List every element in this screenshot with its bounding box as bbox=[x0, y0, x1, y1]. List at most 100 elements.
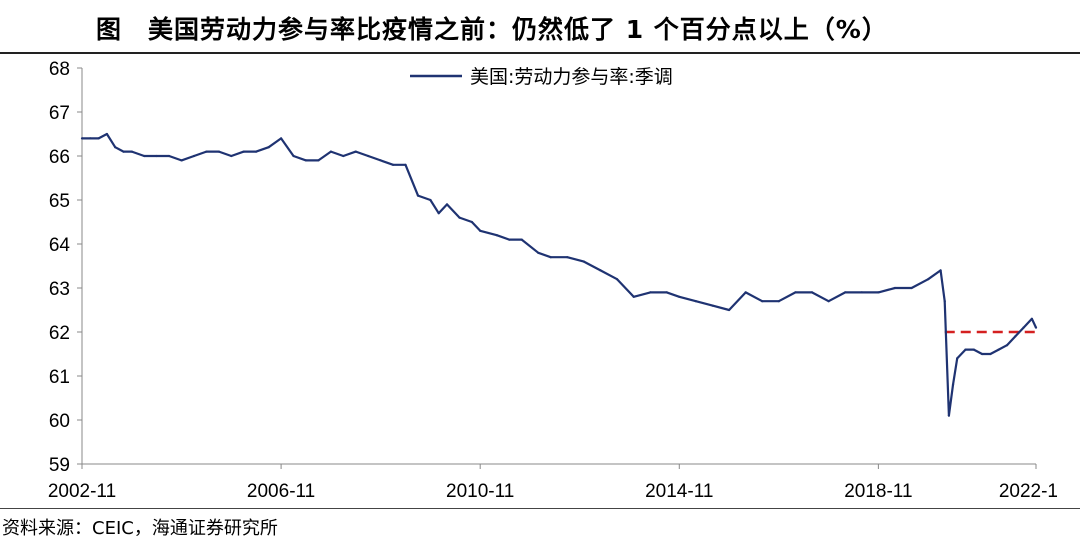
y-tick-label: 66 bbox=[49, 147, 70, 168]
data-point bbox=[844, 291, 847, 294]
series-group bbox=[80, 132, 1038, 417]
data-point bbox=[615, 278, 619, 281]
y-tick-label: 64 bbox=[49, 235, 71, 256]
title-bar: 图 美国劳动力参与率比疫情之前：仍然低了 1 个百分点以上（%） bbox=[0, 0, 1080, 52]
data-point bbox=[951, 383, 955, 386]
x-tick-label: 2022-1 bbox=[999, 481, 1058, 502]
y-tick-label: 61 bbox=[49, 367, 70, 388]
data-point bbox=[445, 203, 449, 206]
y-tick-label: 68 bbox=[49, 59, 70, 80]
data-point bbox=[317, 159, 320, 162]
data-point bbox=[520, 238, 523, 241]
data-point bbox=[242, 150, 245, 153]
data-point bbox=[989, 352, 992, 356]
data-point bbox=[980, 352, 984, 356]
data-point bbox=[964, 348, 967, 351]
data-point bbox=[379, 159, 382, 162]
data-point bbox=[972, 348, 975, 351]
axes: 59 60 61 62 63 64 65 66 67 68 2002-11 2006-11 2010-1… bbox=[48, 59, 1058, 502]
data-point bbox=[508, 238, 511, 241]
data-point bbox=[479, 229, 482, 232]
data-point bbox=[665, 291, 668, 294]
data-point bbox=[566, 256, 569, 259]
data-point bbox=[205, 150, 208, 153]
y-tick-label: 67 bbox=[49, 103, 70, 124]
source-note: 资料来源：CEIC，海通证券研究所 bbox=[2, 518, 278, 539]
data-point bbox=[582, 260, 585, 263]
data-point bbox=[632, 295, 635, 298]
data-point bbox=[810, 291, 814, 294]
legend-label: 美国:劳动力参与率:季调 bbox=[470, 66, 673, 88]
data-point bbox=[744, 291, 747, 294]
chart-title: 图 美国劳动力参与率比疫情之前：仍然低了 1 个百分点以上（%） bbox=[96, 15, 888, 44]
data-point bbox=[354, 150, 357, 153]
y-tick-label: 62 bbox=[49, 323, 70, 344]
data-point bbox=[1014, 335, 1017, 338]
data-point bbox=[997, 348, 1000, 351]
data-point bbox=[678, 295, 681, 298]
legend: 美国:劳动力参与率:季调 bbox=[410, 66, 673, 88]
data-point bbox=[694, 300, 697, 303]
data-point bbox=[342, 154, 345, 158]
title-divider bbox=[0, 52, 1080, 54]
data-point bbox=[537, 251, 540, 254]
data-point bbox=[114, 146, 117, 149]
data-point bbox=[599, 269, 602, 272]
x-tick-label: 2018-11 bbox=[844, 481, 912, 502]
x-tick-label: 2014-11 bbox=[645, 481, 713, 502]
data-point bbox=[279, 137, 283, 140]
data-point bbox=[429, 198, 432, 202]
data-point bbox=[143, 154, 146, 158]
data-point bbox=[122, 150, 125, 153]
y-tick-label: 60 bbox=[49, 411, 70, 432]
y-tick-label: 59 bbox=[49, 455, 70, 476]
data-point bbox=[267, 146, 270, 149]
data-point bbox=[943, 300, 946, 303]
data-point bbox=[180, 159, 183, 162]
data-point bbox=[877, 291, 880, 294]
data-point bbox=[168, 154, 171, 158]
data-point bbox=[549, 256, 552, 259]
data-point bbox=[437, 212, 440, 215]
data-point bbox=[89, 137, 92, 140]
data-point bbox=[367, 154, 370, 158]
data-point bbox=[192, 154, 196, 158]
data-point bbox=[329, 150, 332, 153]
x-tick-label: 2006-11 bbox=[247, 481, 315, 502]
data-point bbox=[105, 132, 108, 136]
data-point bbox=[893, 286, 897, 290]
data-point bbox=[416, 194, 420, 197]
data-point bbox=[1005, 344, 1009, 347]
data-point bbox=[727, 308, 731, 312]
data-point bbox=[1030, 317, 1033, 320]
y-tick-label: 63 bbox=[49, 279, 70, 300]
data-point bbox=[794, 291, 797, 294]
data-point bbox=[956, 357, 959, 360]
data-point bbox=[495, 234, 498, 237]
data-point bbox=[761, 300, 764, 303]
data-point bbox=[777, 300, 780, 303]
data-point bbox=[391, 163, 395, 166]
data-point bbox=[927, 278, 930, 281]
data-point bbox=[155, 154, 158, 158]
data-point bbox=[292, 154, 295, 158]
data-point bbox=[939, 269, 942, 272]
data-point bbox=[130, 150, 133, 153]
data-point bbox=[255, 150, 258, 153]
data-point bbox=[649, 291, 652, 294]
data-point bbox=[404, 163, 407, 166]
footer-divider bbox=[0, 508, 1080, 509]
data-point bbox=[860, 291, 863, 294]
line-chart: 59 60 61 62 63 64 65 66 67 68 2002-11 2006-11 2010-1… bbox=[48, 59, 1058, 502]
data-point bbox=[304, 159, 308, 162]
data-point bbox=[80, 137, 84, 140]
y-tick-label: 65 bbox=[49, 191, 70, 212]
x-tick-label: 2010-11 bbox=[446, 481, 514, 502]
data-point bbox=[1022, 326, 1025, 329]
data-point bbox=[458, 216, 461, 219]
data-point bbox=[217, 150, 220, 153]
series-line-participation-rate bbox=[82, 132, 1037, 417]
data-point bbox=[1034, 326, 1038, 329]
data-point bbox=[910, 286, 913, 290]
data-point bbox=[230, 154, 233, 158]
